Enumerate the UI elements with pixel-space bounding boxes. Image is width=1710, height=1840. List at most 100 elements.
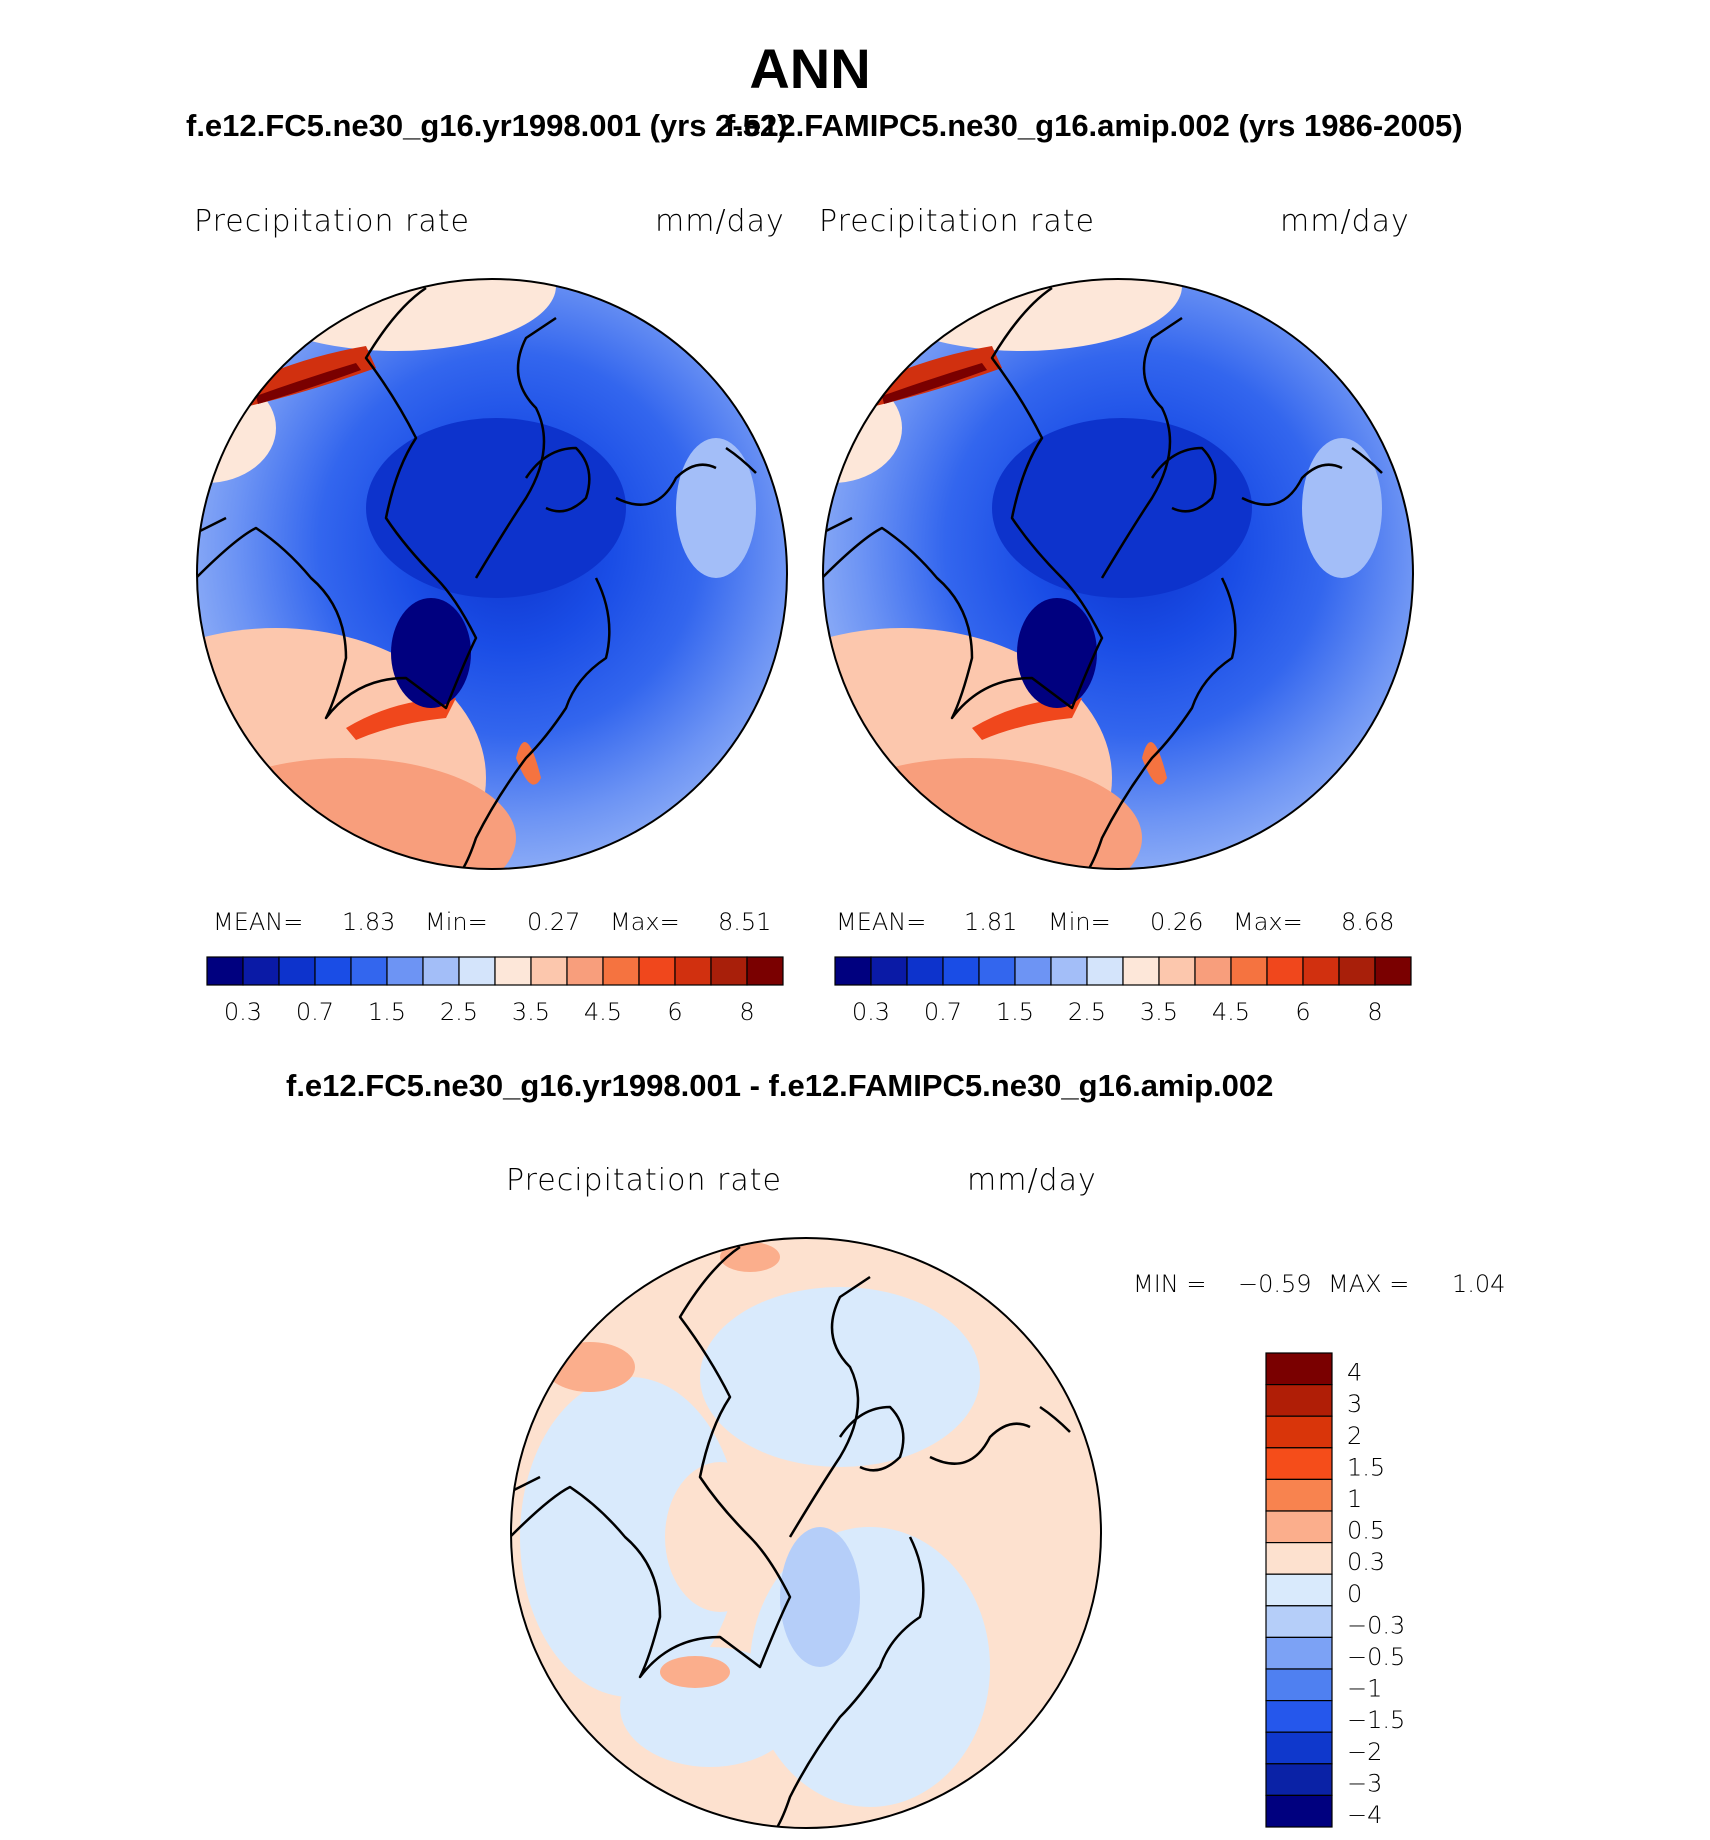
colorbar-diff-tick-label: −1.5 [1347, 1706, 1405, 1734]
colorbar-left-box [206, 956, 244, 986]
colorbar-left-box [386, 956, 424, 986]
colorbar-diff-box [1265, 1542, 1333, 1575]
map-diff [510, 1237, 1102, 1829]
diff-min-label: MIN = [1133, 1270, 1207, 1298]
left-max-value: 8.51 [718, 908, 772, 936]
colorbar-right-tick-label: 0.3 [852, 998, 890, 1026]
colorbar-right: 0.3 0.7 1.5 2.5 3.5 4.5 6 8 [834, 956, 1412, 1026]
colorbar-right-tick-label: 4.5 [1212, 998, 1250, 1026]
colorbar-left-box [602, 956, 640, 986]
colorbar-right-tick-label: 3.5 [1140, 998, 1178, 1026]
colorbar-left-box [278, 956, 316, 986]
colorbar-diff-tick-label: 0.5 [1347, 1517, 1385, 1545]
colorbar-diff-tick-label: 3 [1347, 1390, 1362, 1418]
colorbar-diff-tick-label: 4 [1347, 1359, 1362, 1387]
colorbar-right-box [870, 956, 908, 986]
colorbar-left-box [494, 956, 532, 986]
colorbar-diff-tick-label: 0.3 [1347, 1548, 1385, 1576]
colorbar-left-box [530, 956, 568, 986]
colorbar-right-box [834, 956, 872, 986]
colorbar-diff-tick-label: −3 [1347, 1769, 1382, 1797]
colorbar-left-box [710, 956, 748, 986]
colorbar-diff-box [1265, 1605, 1333, 1639]
colorbar-right-box [1086, 956, 1124, 986]
colorbar-left-box [638, 956, 676, 986]
colorbar-right-tick-label: 8 [1367, 998, 1382, 1026]
left-mean-label: MEAN= [213, 908, 304, 936]
colorbar-right-box [1230, 956, 1268, 986]
left-mean-value: 1.83 [342, 908, 396, 936]
colorbar-left-box [242, 956, 280, 986]
colorbar-left: 0.3 0.7 1.5 2.5 3.5 4.5 6 8 [206, 956, 784, 1026]
case-title-left: f.e12.FC5.ne30_g16.yr1998.001 (yrs 2-52) [186, 108, 788, 143]
page-title: ANN [749, 37, 871, 100]
colorbar-diff-tick-label: −0.5 [1347, 1643, 1405, 1671]
left-variable-label: Precipitation rate [194, 204, 470, 239]
colorbar-left-box [314, 956, 352, 986]
colorbar-left-box [350, 956, 388, 986]
colorbar-right-box [942, 956, 980, 986]
colorbar-diff: 4 3 2 1.5 1 0.5 0.3 0 −0.3 −0.5 −1 −1.5 −2 −3 −4 [1265, 1352, 1405, 1829]
colorbar-right-box [1302, 956, 1340, 986]
diff-variable-label: Precipitation rate [506, 1163, 782, 1198]
colorbar-right-tick-label: 0.7 [924, 998, 962, 1026]
colorbar-right-box [906, 956, 944, 986]
right-min-value: 0.26 [1150, 908, 1204, 936]
colorbar-diff-box [1265, 1573, 1333, 1607]
colorbar-left-tick-label: 0.3 [224, 998, 262, 1026]
case-title-right: f.e12.FAMIPC5.ne30_g16.amip.002 (yrs 198… [725, 108, 1463, 143]
colorbar-left-box [458, 956, 496, 986]
diff-max-label: MAX = [1328, 1270, 1410, 1298]
colorbar-left-tick-label: 4.5 [584, 998, 622, 1026]
colorbar-right-box [1374, 956, 1412, 986]
colorbar-diff-tick-label: 0 [1347, 1580, 1362, 1608]
colorbar-left-box [422, 956, 460, 986]
colorbar-left-box [746, 956, 784, 986]
colorbar-right-box [1194, 956, 1232, 986]
colorbar-diff-tick-label: −4 [1347, 1801, 1382, 1829]
colorbar-left-tick-label: 1.5 [368, 998, 406, 1026]
colorbar-diff-box [1265, 1415, 1333, 1449]
diff-min-value: −0.59 [1238, 1270, 1312, 1298]
colorbar-diff-box [1265, 1668, 1333, 1702]
colorbar-left-tick-label: 6 [667, 998, 682, 1026]
left-min-value: 0.27 [527, 908, 581, 936]
colorbar-left-box [674, 956, 712, 986]
colorbar-diff-box [1265, 1383, 1333, 1417]
right-variable-label: Precipitation rate [819, 204, 1095, 239]
colorbar-right-tick-label: 2.5 [1068, 998, 1106, 1026]
colorbar-right-box [1266, 956, 1304, 986]
colorbar-right-box [1014, 956, 1052, 986]
colorbar-left-tick-label: 2.5 [440, 998, 478, 1026]
colorbar-diff-box [1265, 1510, 1333, 1544]
colorbar-diff-box [1265, 1352, 1333, 1386]
colorbar-left-tick-label: 3.5 [512, 998, 550, 1026]
map-left [196, 278, 788, 870]
colorbar-right-box [1158, 956, 1196, 986]
colorbar-diff-tick-label: −0.3 [1347, 1611, 1405, 1639]
diff-max-value: 1.04 [1452, 1270, 1506, 1298]
colorbar-right-box [1122, 956, 1160, 986]
left-max-label: Max= [610, 908, 680, 936]
colorbar-left-box [566, 956, 604, 986]
colorbar-right-box [978, 956, 1016, 986]
colorbar-diff-box [1265, 1478, 1333, 1512]
colorbar-diff-box [1265, 1794, 1333, 1828]
colorbar-left-tick-label: 8 [739, 998, 754, 1026]
right-mean-label: MEAN= [836, 908, 927, 936]
right-min-label: Min= [1048, 908, 1111, 936]
left-min-label: Min= [425, 908, 488, 936]
colorbar-diff-tick-label: 1 [1347, 1485, 1362, 1513]
right-mean-value: 1.81 [964, 908, 1018, 936]
colorbar-diff-box [1265, 1763, 1333, 1796]
colorbar-diff-box [1265, 1636, 1333, 1670]
right-max-value: 8.68 [1341, 908, 1395, 936]
colorbar-diff-box [1265, 1731, 1333, 1765]
right-max-label: Max= [1233, 908, 1303, 936]
colorbar-diff-box [1265, 1700, 1333, 1733]
map-right [822, 278, 1414, 870]
diff-units-label: mm/day [967, 1163, 1097, 1198]
colorbar-diff-box [1265, 1447, 1333, 1481]
colorbar-diff-tick-label: −2 [1347, 1738, 1382, 1766]
diff-title: f.e12.FC5.ne30_g16.yr1998.001 - f.e12.FA… [286, 1068, 1274, 1103]
